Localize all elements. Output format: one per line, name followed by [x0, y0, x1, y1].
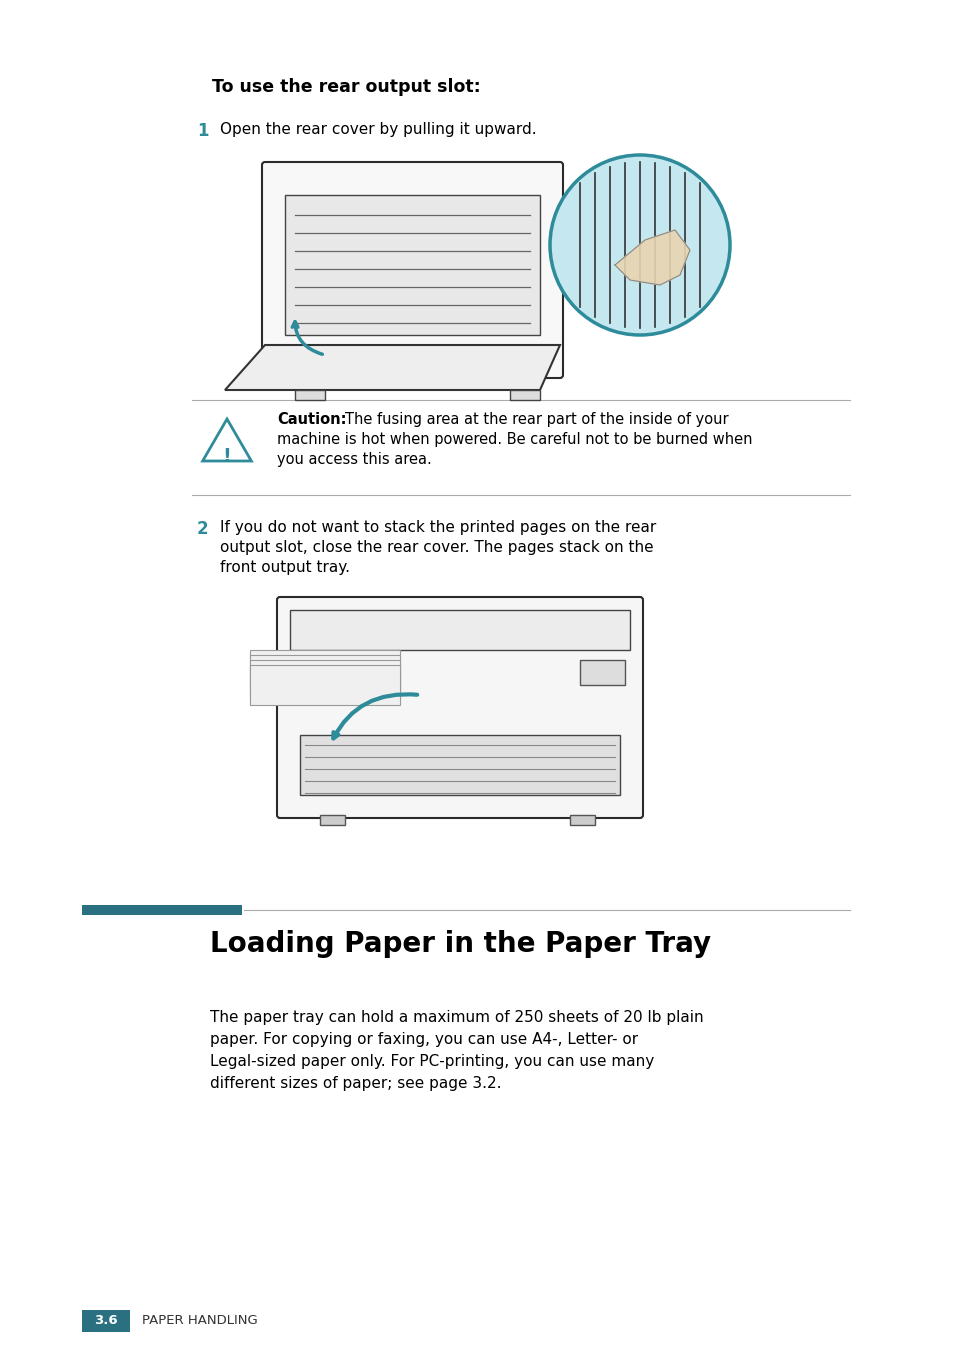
Text: you access this area.: you access this area. — [276, 452, 432, 467]
Text: paper. For copying or faxing, you can use A4-, Letter- or: paper. For copying or faxing, you can us… — [210, 1032, 638, 1047]
Polygon shape — [615, 230, 689, 285]
Text: If you do not want to stack the printed pages on the rear: If you do not want to stack the printed … — [220, 520, 656, 534]
Bar — [294, 390, 325, 400]
Text: The fusing area at the rear part of the inside of your: The fusing area at the rear part of the … — [345, 412, 728, 427]
Bar — [250, 656, 399, 695]
Text: The paper tray can hold a maximum of 250 sheets of 20 lb plain: The paper tray can hold a maximum of 250… — [210, 1010, 703, 1026]
Bar — [319, 814, 345, 825]
Text: front output tray.: front output tray. — [220, 560, 350, 575]
Bar — [82, 905, 242, 915]
Polygon shape — [225, 345, 559, 390]
Text: Open the rear cover by pulling it upward.: Open the rear cover by pulling it upward… — [220, 122, 536, 137]
Text: Loading Paper in the Paper Tray: Loading Paper in the Paper Tray — [210, 930, 710, 958]
Text: Legal-sized paper only. For PC-printing, you can use many: Legal-sized paper only. For PC-printing,… — [210, 1054, 654, 1069]
Text: !: ! — [222, 447, 232, 467]
Bar — [250, 660, 399, 700]
Bar — [82, 1310, 130, 1333]
Text: machine is hot when powered. Be careful not to be burned when: machine is hot when powered. Be careful … — [276, 432, 752, 447]
Text: Caution:: Caution: — [276, 412, 346, 427]
Text: PAPER HANDLING: PAPER HANDLING — [142, 1315, 257, 1327]
Bar — [250, 665, 399, 705]
FancyBboxPatch shape — [262, 162, 562, 378]
Bar — [569, 814, 595, 825]
Circle shape — [550, 155, 729, 335]
Text: 2: 2 — [196, 520, 209, 538]
Bar — [250, 650, 399, 690]
Text: 3.6: 3.6 — [94, 1315, 117, 1327]
Bar — [510, 390, 539, 400]
Text: To use the rear output slot:: To use the rear output slot: — [212, 78, 480, 96]
Bar — [299, 735, 619, 795]
Text: different sizes of paper; see page 3.2.: different sizes of paper; see page 3.2. — [210, 1075, 501, 1092]
Text: 1: 1 — [196, 122, 209, 140]
Bar — [579, 660, 624, 685]
Text: output slot, close the rear cover. The pages stack on the: output slot, close the rear cover. The p… — [220, 540, 653, 555]
FancyBboxPatch shape — [276, 598, 642, 818]
Bar — [285, 195, 539, 335]
Bar — [290, 610, 629, 650]
